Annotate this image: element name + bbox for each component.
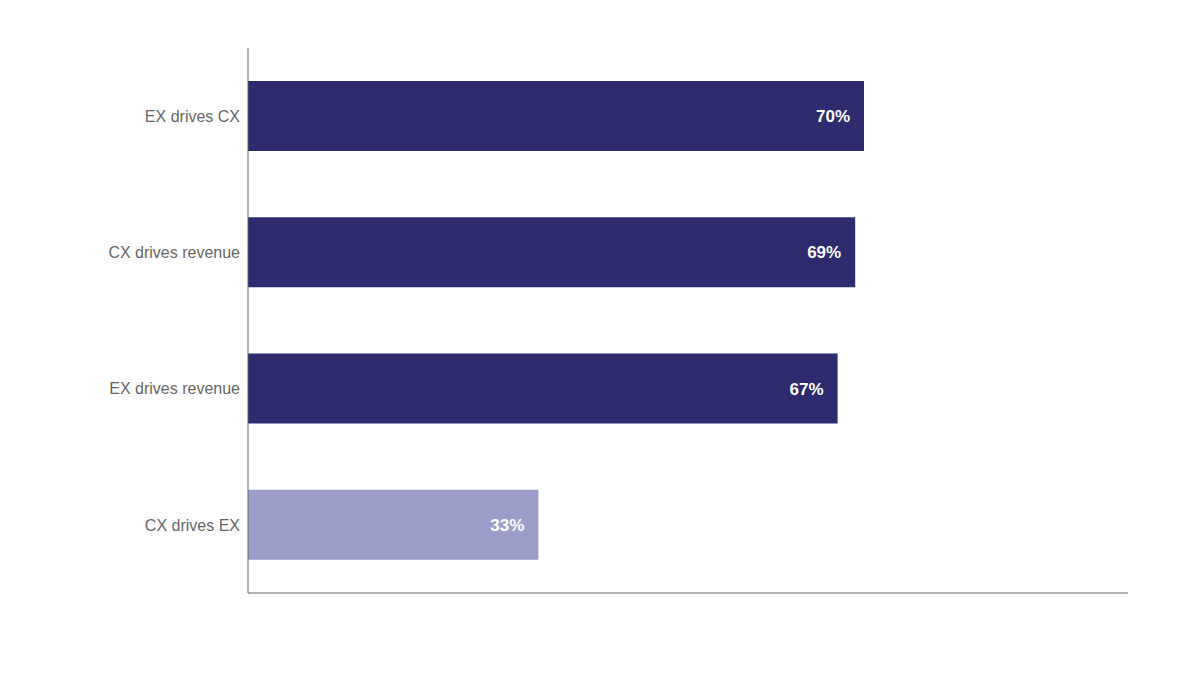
svg-text:33%: 33% [490, 516, 524, 535]
svg-text:EX drives revenue: EX drives revenue [109, 380, 240, 397]
svg-text:CX drives revenue: CX drives revenue [108, 244, 240, 261]
svg-text:CX drives EX: CX drives EX [145, 517, 240, 534]
svg-text:EX drives CX: EX drives CX [145, 108, 240, 125]
svg-text:69%: 69% [807, 243, 841, 262]
svg-text:67%: 67% [790, 380, 824, 399]
svg-text:70%: 70% [816, 107, 850, 126]
